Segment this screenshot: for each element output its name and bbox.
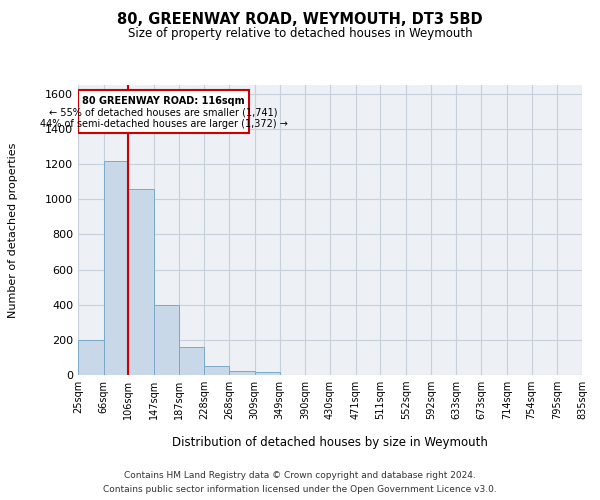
Bar <box>154 304 179 375</box>
Text: Contains HM Land Registry data © Crown copyright and database right 2024.: Contains HM Land Registry data © Crown c… <box>124 472 476 480</box>
Text: ← 55% of detached houses are smaller (1,741): ← 55% of detached houses are smaller (1,… <box>49 108 278 118</box>
Text: Number of detached properties: Number of detached properties <box>8 142 18 318</box>
Text: 44% of semi-detached houses are larger (1,372) →: 44% of semi-detached houses are larger (… <box>40 119 287 129</box>
Text: Size of property relative to detached houses in Weymouth: Size of property relative to detached ho… <box>128 28 472 40</box>
Bar <box>78 340 104 375</box>
Text: Distribution of detached houses by size in Weymouth: Distribution of detached houses by size … <box>172 436 488 449</box>
Bar <box>229 370 255 375</box>
Bar <box>128 188 154 375</box>
Bar <box>179 347 205 375</box>
Bar <box>104 160 128 375</box>
Bar <box>78 90 250 134</box>
Bar <box>205 366 229 375</box>
Text: Contains public sector information licensed under the Open Government Licence v3: Contains public sector information licen… <box>103 484 497 494</box>
Text: 80, GREENWAY ROAD, WEYMOUTH, DT3 5BD: 80, GREENWAY ROAD, WEYMOUTH, DT3 5BD <box>117 12 483 28</box>
Text: 80 GREENWAY ROAD: 116sqm: 80 GREENWAY ROAD: 116sqm <box>82 96 245 106</box>
Bar <box>255 372 280 375</box>
